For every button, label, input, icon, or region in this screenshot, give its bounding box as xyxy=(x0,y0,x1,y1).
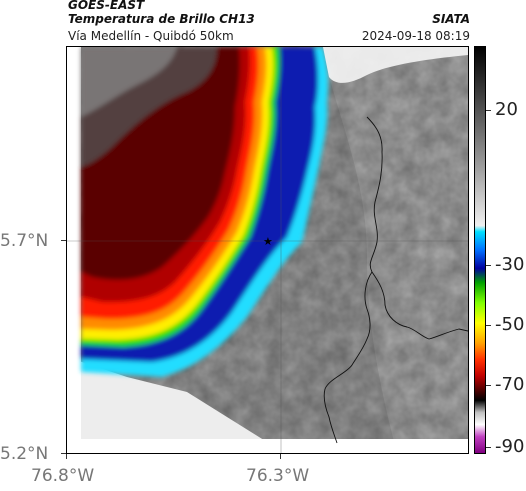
top-bright-patch xyxy=(323,47,468,83)
map-left-margin xyxy=(67,47,81,453)
lon-tick-right xyxy=(280,454,281,459)
lat-label-upper: 5.7°N xyxy=(0,231,49,251)
cb-tick-20 xyxy=(486,110,491,111)
cb-tick-m30 xyxy=(486,265,491,266)
cb-label-m30: -30 xyxy=(495,254,525,275)
cb-tick-m50 xyxy=(486,325,491,326)
colorbar xyxy=(474,46,486,454)
product-title: Temperatura de Brillo CH13 xyxy=(68,12,255,26)
cb-tick-m70 xyxy=(486,385,491,386)
satellite-map[interactable]: ★ xyxy=(66,46,469,454)
lat-tick-upper xyxy=(61,240,66,241)
border-line-south xyxy=(323,271,373,444)
lon-tick-left xyxy=(66,454,67,459)
region-subtitle: Vía Medellín - Quibdó 50km xyxy=(68,29,234,43)
cold-core-light xyxy=(81,47,177,117)
map-canvas: ★ xyxy=(67,47,468,453)
cb-label-20: 20 xyxy=(495,99,518,120)
lat-label-lower: 5.2°N xyxy=(0,444,49,464)
satellite-title: GOES-EAST xyxy=(68,0,145,12)
lon-label-left: 76.8°W xyxy=(31,466,95,486)
org-label: SIATA xyxy=(432,12,470,26)
cb-label-m70: -70 xyxy=(495,374,525,395)
lat-tick-lower xyxy=(61,453,66,454)
colorbar-gradient xyxy=(475,47,485,453)
lon-label-right: 76.3°W xyxy=(246,466,310,486)
cb-label-m50: -50 xyxy=(495,314,525,335)
cb-tick-m90 xyxy=(486,447,491,448)
cloud-system xyxy=(81,47,329,377)
map-bottom-margin xyxy=(67,439,468,453)
cb-label-m90: -90 xyxy=(495,436,525,457)
datetime-label: 2024-09-18 08:19 xyxy=(361,29,470,43)
ocean-area xyxy=(67,357,468,453)
star-icon: ★ xyxy=(263,235,273,248)
